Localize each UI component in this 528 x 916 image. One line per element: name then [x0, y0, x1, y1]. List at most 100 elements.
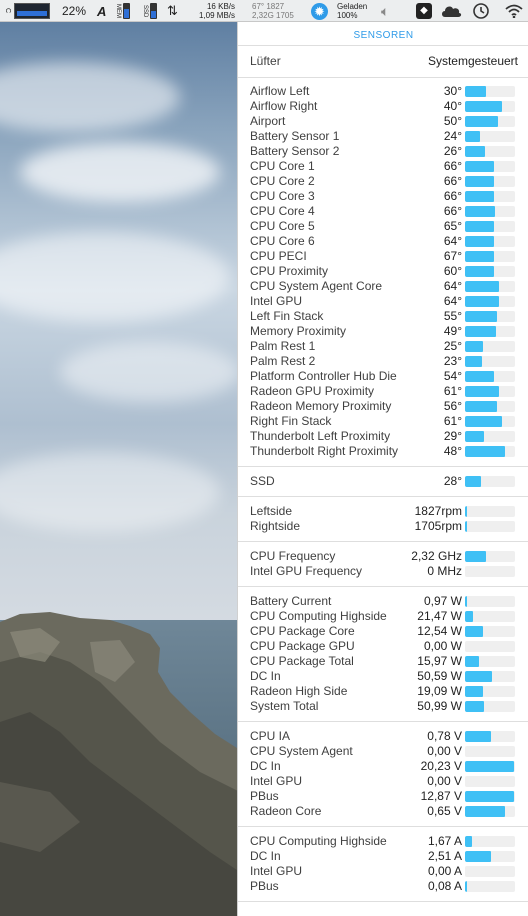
- sensor-label: Left Fin Stack: [250, 309, 324, 323]
- voltage-row: DC In 20,23 V: [250, 759, 518, 774]
- sensor-level-fill: [465, 146, 485, 157]
- power-row: Radeon High Side 19,09 W: [250, 684, 518, 699]
- sensor-value: 0,00 W: [423, 639, 462, 653]
- sensor-value: 64°: [443, 234, 462, 248]
- temperature-row: CPU Core 4 66°: [250, 204, 518, 219]
- sensor-level-bar: [465, 146, 515, 157]
- sensor-level-bar: [465, 446, 515, 457]
- sensor-level-fill: [465, 131, 480, 142]
- volume-icon[interactable]: 🔈︎: [381, 2, 390, 19]
- sensor-value: 0,97 W: [423, 594, 462, 608]
- sensor-level-fill: [465, 386, 499, 397]
- sensors-gear-icon[interactable]: ✹: [311, 0, 328, 22]
- current-row: DC In 2,51 A: [250, 849, 518, 864]
- cpu-percent[interactable]: 22%: [62, 4, 87, 18]
- battery-percent: 100%: [337, 11, 358, 20]
- cloud-icon[interactable]: [440, 0, 462, 22]
- temperature-row: Battery Sensor 2 26°: [250, 144, 518, 159]
- sensor-value: 24°: [443, 129, 462, 143]
- sensor-level-bar: [465, 281, 515, 292]
- sensor-level-bar: [465, 761, 515, 772]
- sensors-menu-item[interactable]: 67° 1827 2,32G 1705: [252, 0, 294, 22]
- sensor-label: DC In: [250, 759, 281, 773]
- sensor-value: 0,00 V: [427, 774, 462, 788]
- memory-menu-item[interactable]: MEM: [115, 0, 130, 22]
- sensor-value: 0,08 A: [427, 879, 462, 893]
- sensor-value: 67°: [443, 249, 462, 263]
- temperature-row: Airport 50°: [250, 114, 518, 129]
- current-row: Intel GPU 0,00 A: [250, 864, 518, 879]
- panel-title: SENSOREN: [353, 30, 414, 41]
- current-row: CPU Computing Highside 1,67 A: [250, 834, 518, 849]
- sensor-label: CPU Core 6: [250, 234, 315, 248]
- wifi-icon[interactable]: [505, 0, 523, 22]
- voltage-row: Radeon Core 0,65 V: [250, 804, 518, 819]
- sensor-value: 0 MHz: [427, 564, 462, 578]
- sensor-level-bar: [465, 641, 515, 652]
- cpu-menu-item[interactable]: C: [3, 0, 50, 22]
- temperature-row: Thunderbolt Right Proximity 48°: [250, 444, 518, 459]
- sensor-level-bar: [465, 161, 515, 172]
- temperature-row: CPU Core 6 64°: [250, 234, 518, 249]
- sensor-level-bar: [465, 521, 515, 532]
- sensor-label: Radeon Core: [250, 804, 322, 818]
- font-a-icon[interactable]: A: [97, 3, 107, 19]
- sensor-level-bar: [465, 416, 515, 427]
- sensor-level-fill: [465, 251, 494, 262]
- fan-control-value[interactable]: Systemgesteuert: [427, 54, 518, 68]
- sensor-level-fill: [465, 596, 467, 607]
- sensor-value: 50,99 W: [417, 699, 462, 713]
- battery-menu-item[interactable]: Geladen 100%: [337, 0, 367, 22]
- temperature-row: Battery Sensor 1 24°: [250, 129, 518, 144]
- sensor-level-fill: [465, 116, 498, 127]
- temperature-row: Right Fin Stack 61°: [250, 414, 518, 429]
- sensor-level-fill: [465, 431, 484, 442]
- sensor-level-bar: [465, 671, 515, 682]
- sensor-value: 19,09 W: [417, 684, 462, 698]
- sensor-level-fill: [465, 551, 486, 562]
- sensor-value: 61°: [443, 384, 462, 398]
- sensor-level-fill: [465, 326, 496, 337]
- sensor-level-bar: [465, 176, 515, 187]
- temperature-row: CPU PECI 67°: [250, 249, 518, 264]
- sensor-value: 56°: [443, 399, 462, 413]
- sensor-level-fill: [465, 521, 467, 532]
- voltage-row: CPU System Agent 0,00 V: [250, 744, 518, 759]
- network-arrows-icon[interactable]: ⇅: [167, 3, 178, 18]
- sensor-label: PBus: [250, 789, 279, 803]
- net-download: 1,09 MB/s: [198, 11, 235, 20]
- sensor-level-bar: [465, 326, 515, 337]
- sensor-label: SSD: [250, 474, 275, 488]
- sensor-value: 61°: [443, 414, 462, 428]
- sensor-level-fill: [465, 416, 502, 427]
- voltage-row: Intel GPU 0,00 V: [250, 774, 518, 789]
- fan-row: Rightside 1705rpm: [250, 519, 518, 534]
- battery-status: Geladen: [337, 2, 368, 11]
- sensor-level-fill: [465, 101, 502, 112]
- sensor-level-bar: [465, 611, 515, 622]
- sensor-level-bar: [465, 731, 515, 742]
- network-menu-item[interactable]: 16 KB/s 1,09 MB/s: [183, 0, 235, 22]
- sensor-label: Intel GPU: [250, 294, 303, 308]
- sensor-value: 20,23 V: [420, 759, 462, 773]
- sensor-level-bar: [465, 701, 515, 712]
- sensor-level-fill: [465, 371, 494, 382]
- sensor-value: 26°: [443, 144, 462, 158]
- sensor-level-bar: [465, 506, 515, 517]
- temperature-row: CPU Core 3 66°: [250, 189, 518, 204]
- sensor-level-bar: [465, 86, 515, 97]
- sensor-value: 25°: [443, 339, 462, 353]
- time-machine-icon[interactable]: [472, 0, 490, 22]
- power-row: CPU Computing Highside 21,47 W: [250, 609, 518, 624]
- sensor-value: 64°: [443, 294, 462, 308]
- temperature-row: Radeon Memory Proximity 56°: [250, 399, 518, 414]
- sensor-value: 50,59 W: [417, 669, 462, 683]
- sensor-value: 1827rpm: [414, 504, 462, 518]
- sensor-level-bar: [465, 386, 515, 397]
- sensor-level-fill: [465, 506, 467, 517]
- shield-app-icon[interactable]: ◆: [416, 0, 432, 22]
- sensor-value: 50°: [443, 114, 462, 128]
- ssd-menu-item[interactable]: SSD: [142, 0, 157, 22]
- fan-control-row[interactable]: Lüfter Systemgesteuert: [250, 54, 518, 69]
- power-row: CPU Package GPU 0,00 W: [250, 639, 518, 654]
